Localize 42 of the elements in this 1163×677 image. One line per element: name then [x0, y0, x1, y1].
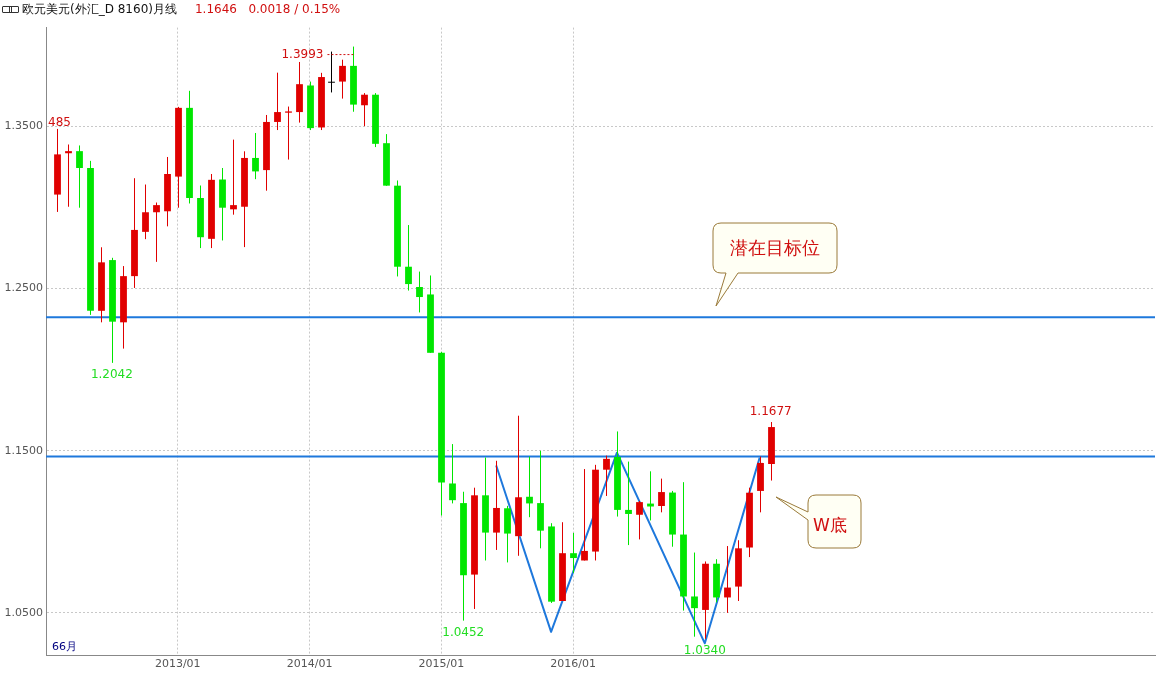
annotation: 1.3993 [281, 46, 324, 61]
annotation: 1.1677 [749, 404, 792, 419]
x-tick-label: 2014/01 [286, 657, 333, 671]
x-tick-label: 2013/01 [154, 657, 201, 671]
candlestick [65, 143, 72, 208]
annotation: 485 [48, 115, 71, 130]
candlestick [691, 552, 698, 638]
candlestick [327, 51, 336, 93]
annotation: 潜在目标位 [730, 237, 820, 258]
candlestick [405, 224, 412, 292]
candlestick [274, 72, 281, 131]
annotation: 66月 [52, 640, 77, 653]
candlestick [724, 545, 731, 614]
annotation: W底 [813, 514, 847, 535]
candlestick [230, 139, 237, 216]
y-tick-label: 1.1500 [4, 443, 43, 457]
candlestick [285, 106, 292, 161]
candlestick [339, 59, 346, 100]
candlestick [625, 461, 632, 546]
candlestick [252, 132, 259, 180]
chart-title: 欧元美元(外汇_D 8160)月线 [22, 0, 177, 18]
y-tick-label: 1.2500 [4, 281, 43, 295]
candlestick [636, 500, 643, 540]
x-tick-label: 2015/01 [418, 657, 465, 671]
candlestick [526, 456, 533, 518]
annotation: 1.0452 [442, 624, 485, 639]
x-tick-label: 2016/01 [550, 657, 596, 671]
candlestick [581, 468, 588, 561]
candlestick [153, 202, 160, 263]
y-tick-label: 1.3500 [4, 119, 43, 133]
candlestick [603, 455, 610, 497]
candlestick [76, 144, 83, 209]
annotation: 1.0340 [683, 642, 726, 657]
annotation: 1.2042 [90, 366, 133, 381]
chart-subtitle: 1.1646 0.0018 / 0.15% [194, 2, 341, 16]
candlestick [416, 271, 423, 313]
candlestick [449, 443, 456, 504]
y-tick-label: 1.0500 [4, 605, 43, 619]
candlestick [658, 478, 665, 513]
candlestick [142, 184, 149, 240]
candlestick [361, 92, 368, 127]
candlestick [570, 532, 577, 574]
